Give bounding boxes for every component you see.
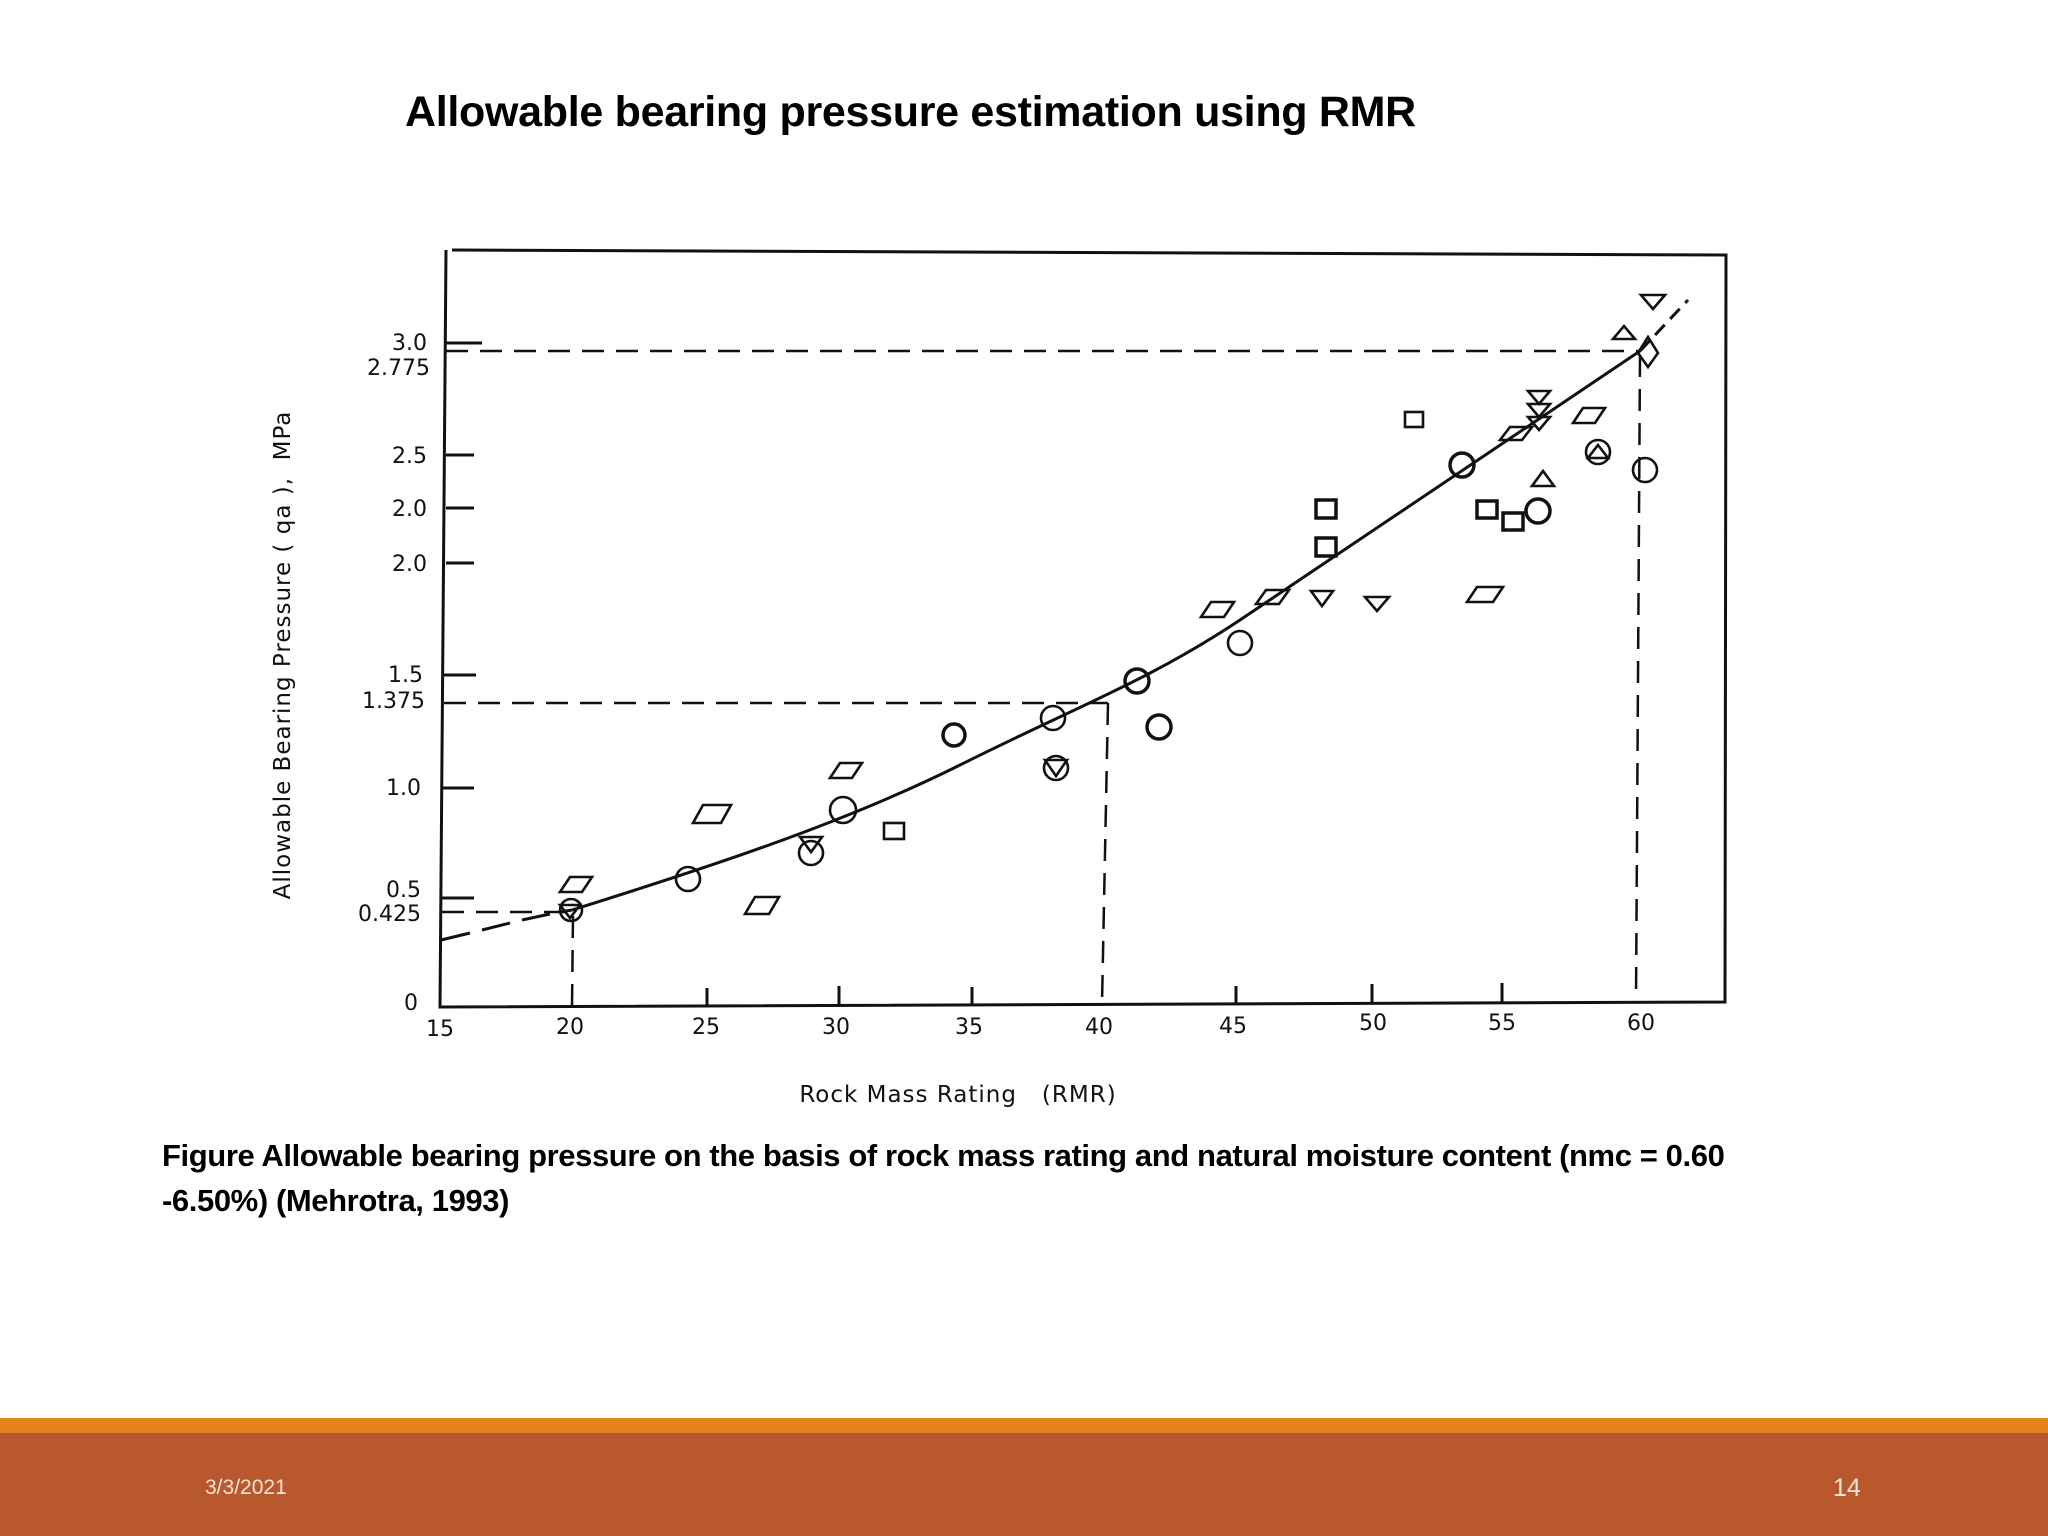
svg-text:0.425: 0.425 bbox=[358, 902, 421, 927]
svg-text:20: 20 bbox=[556, 1015, 584, 1040]
caption-line-1: Figure Allowable bearing pressure on the… bbox=[162, 1138, 1725, 1173]
svg-text:60: 60 bbox=[1627, 1011, 1655, 1036]
svg-text:15: 15 bbox=[426, 1017, 454, 1042]
triangle-down-markers bbox=[557, 293, 1668, 921]
x-axis-labels: 15 20 25 30 35 40 45 50 55 60 bbox=[426, 1011, 1655, 1042]
y-axis-ticks bbox=[441, 341, 482, 900]
y-axis-labels: 3.0 2.775 2.5 2.0 2.0 1.5 1.375 1.0 0.5 … bbox=[358, 331, 430, 1016]
slide-number: 14 bbox=[1833, 1474, 1861, 1502]
svg-text:1.0: 1.0 bbox=[386, 776, 421, 801]
parallelogram-markers bbox=[557, 406, 1608, 916]
x-axis-ticks bbox=[705, 983, 1504, 1005]
svg-text:0: 0 bbox=[404, 991, 418, 1016]
chart-frame bbox=[438, 248, 1728, 1009]
svg-text:35: 35 bbox=[955, 1015, 983, 1040]
square-markers bbox=[882, 410, 1525, 841]
svg-text:2.5: 2.5 bbox=[392, 444, 427, 469]
svg-text:2.0: 2.0 bbox=[392, 552, 427, 577]
reference-lines bbox=[442, 349, 1642, 1007]
svg-text:1.5: 1.5 bbox=[388, 663, 423, 688]
diamond-markers bbox=[1636, 334, 1660, 370]
svg-text:50: 50 bbox=[1359, 1011, 1387, 1036]
slide-title: Allowable bearing pressure estimation us… bbox=[405, 88, 1416, 136]
circle-markers bbox=[558, 438, 1659, 923]
svg-text:40: 40 bbox=[1085, 1015, 1113, 1040]
svg-text:0.5: 0.5 bbox=[386, 878, 421, 903]
figure-caption: Figure Allowable bearing pressure on the… bbox=[162, 1133, 1902, 1223]
svg-text:55: 55 bbox=[1488, 1011, 1516, 1036]
x-axis-title: Rock Mass Rating (RMR) bbox=[799, 1082, 1116, 1108]
svg-text:45: 45 bbox=[1219, 1014, 1247, 1039]
triangle-up-markers bbox=[1529, 323, 1638, 488]
data-markers bbox=[557, 293, 1668, 923]
svg-text:3.0: 3.0 bbox=[392, 331, 427, 356]
fit-curve bbox=[440, 298, 1690, 942]
svg-text:1.375: 1.375 bbox=[362, 689, 425, 714]
svg-text:30: 30 bbox=[822, 1015, 850, 1040]
svg-text:2.775: 2.775 bbox=[367, 356, 430, 381]
svg-text:25: 25 bbox=[692, 1015, 720, 1040]
footer-band bbox=[0, 1433, 2048, 1536]
y-axis-title: Allowable Bearing Pressure ( qa ), MPa bbox=[270, 411, 296, 900]
footer-date: 3/3/2021 bbox=[205, 1476, 287, 1499]
caption-line-2: -6.50%) (Mehrotra, 1993) bbox=[162, 1183, 510, 1218]
footer-accent-stripe bbox=[0, 1418, 2048, 1433]
svg-text:2.0: 2.0 bbox=[392, 497, 427, 522]
